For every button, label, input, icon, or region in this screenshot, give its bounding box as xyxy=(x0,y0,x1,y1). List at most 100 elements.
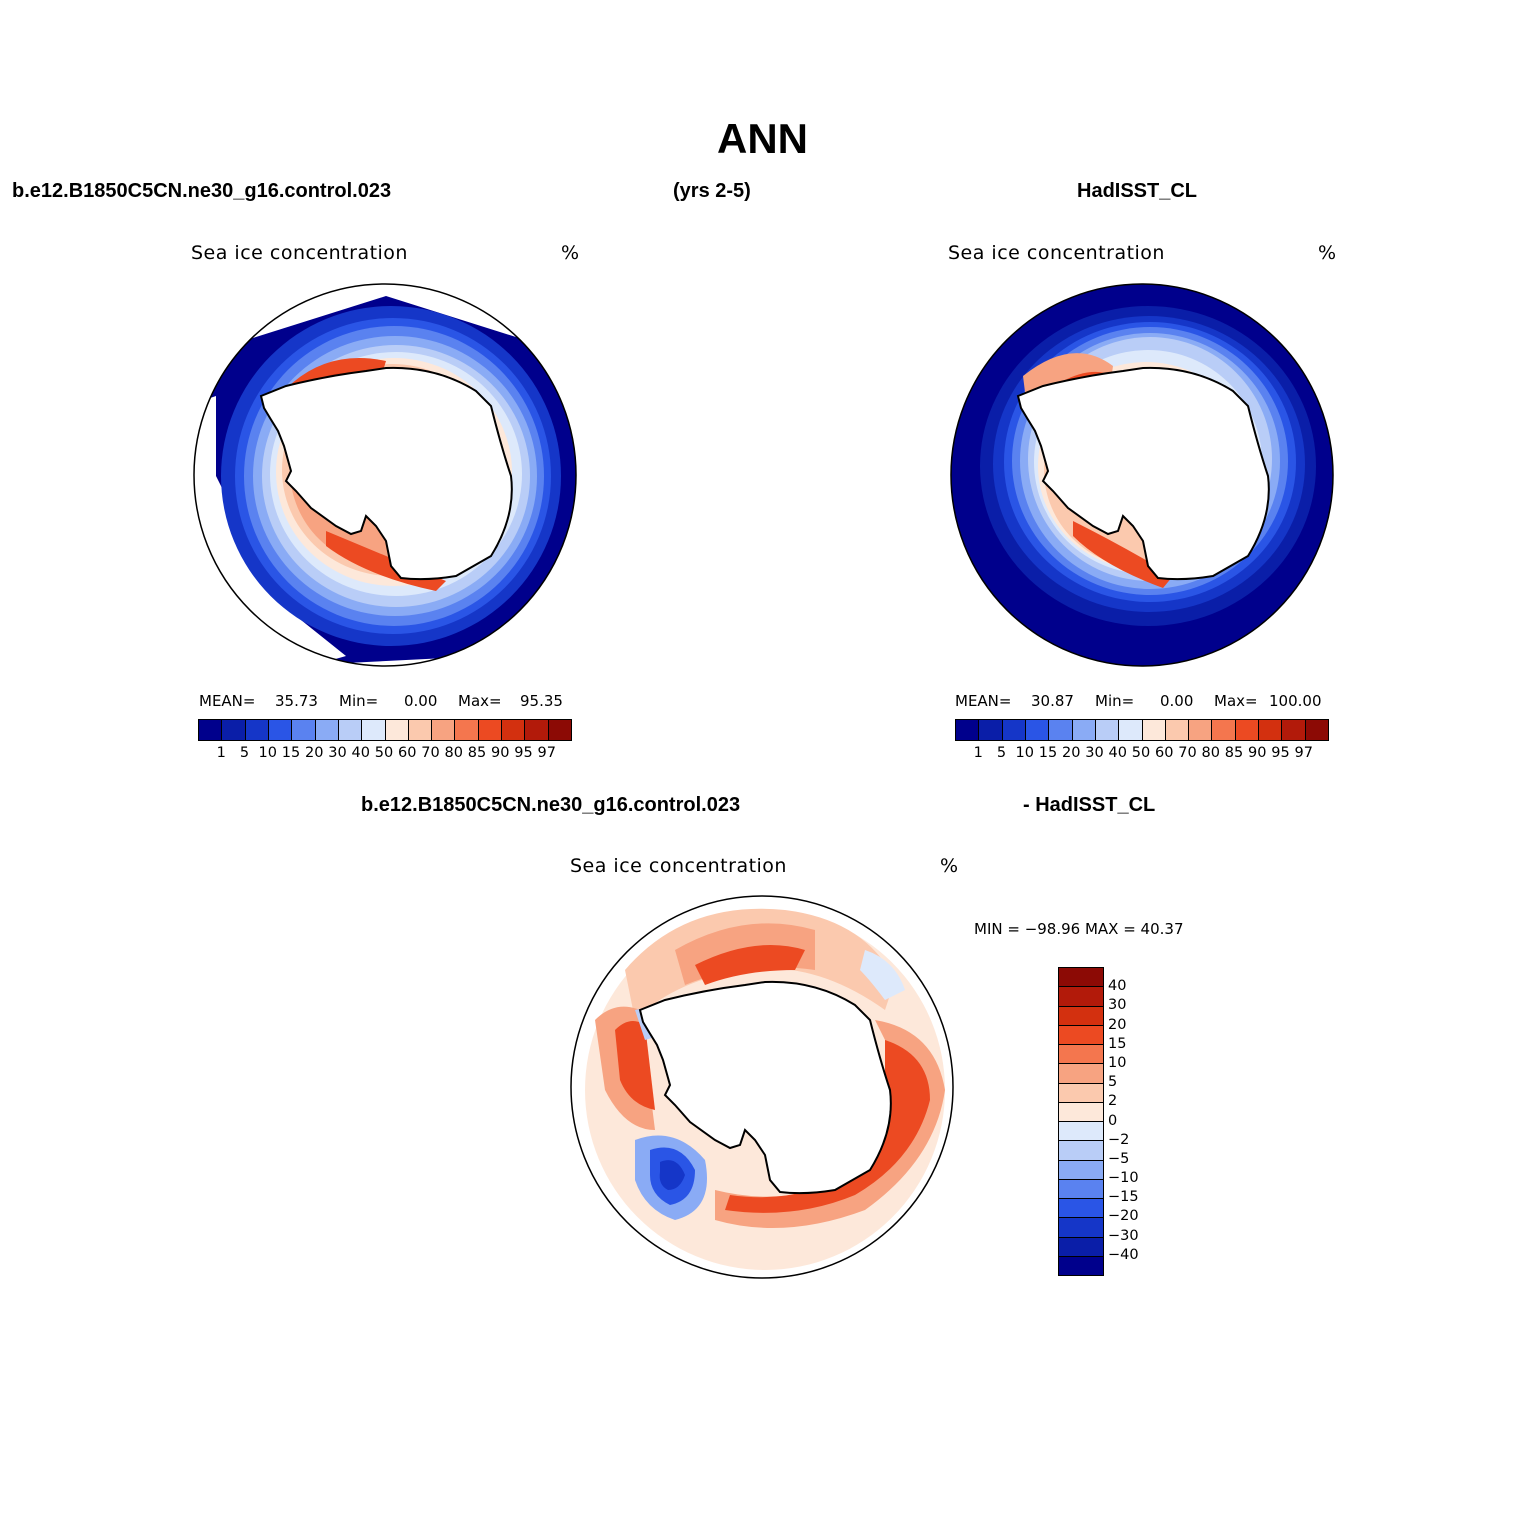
colorbar-tick-label: 10 xyxy=(1108,1054,1127,1071)
colorbar-swatch xyxy=(1024,720,1049,740)
colorbar-swatch xyxy=(407,720,432,740)
diff-header-right: - HadISST_CL xyxy=(1023,794,1156,816)
colorbar-swatch xyxy=(1258,720,1282,740)
colorbar-swatch xyxy=(1059,1121,1103,1141)
colorbar-tick-label: 0 xyxy=(1108,1112,1118,1129)
colorbar-swatch xyxy=(1234,720,1259,740)
colorbar-swatch xyxy=(1071,720,1095,740)
obs-mean-label: MEAN= xyxy=(955,692,1012,710)
colorbar-tick-label: 30 xyxy=(1108,997,1127,1014)
colorbar-tick-label: 85 xyxy=(467,745,487,761)
colorbar-tick-label: −20 xyxy=(1108,1208,1139,1225)
model-min-label: Min= xyxy=(339,692,379,710)
colorbar-tick-label: 60 xyxy=(398,745,417,761)
colorbar-tick-label: 15 xyxy=(281,745,301,761)
colorbar-tick-label: 70 xyxy=(1178,745,1197,761)
obs-max-label: Max= xyxy=(1214,692,1258,710)
colorbar-swatch xyxy=(1059,1217,1103,1237)
colorbar-tick-label: 5 xyxy=(1108,1074,1118,1091)
colorbar-tick-label: −40 xyxy=(1108,1246,1139,1263)
obs-panel-units: % xyxy=(1318,242,1337,264)
colorbar-swatch xyxy=(1188,720,1212,740)
colorbar-tick-label: 95 xyxy=(514,745,533,761)
colorbar-tick-label: 1 xyxy=(216,745,226,761)
diff-header-left: b.e12.B1850C5CN.ne30_g16.control.023 xyxy=(361,794,741,816)
colorbar-tick-label: 40 xyxy=(351,745,370,761)
figure-title: ANN xyxy=(717,115,808,162)
diff-antarctica-outline xyxy=(638,980,892,1195)
colorbar-tick-label: −5 xyxy=(1108,1150,1130,1167)
colorbar-swatch xyxy=(1059,1255,1103,1275)
colorbar-swatch xyxy=(337,720,362,740)
colorbar-tick-label: 15 xyxy=(1038,745,1058,761)
obs-max-value: 100.00 xyxy=(1269,692,1322,710)
colorbar-tick-label: 60 xyxy=(1155,745,1174,761)
model-mean-label: MEAN= xyxy=(199,692,256,710)
colorbar-swatch xyxy=(1059,1044,1103,1064)
colorbar-swatch xyxy=(1059,1178,1103,1198)
colorbar-swatch xyxy=(1048,720,1072,740)
colorbar-tick-label: 85 xyxy=(1224,745,1244,761)
colorbar-swatch xyxy=(1059,986,1103,1006)
obs-panel-title: Sea ice concentration xyxy=(948,242,1165,264)
colorbar-tick-label: 80 xyxy=(1201,745,1220,761)
colorbar-swatch xyxy=(1059,968,1103,987)
colorbar-swatch xyxy=(1118,720,1142,740)
diff-colorbar-labels: 40 30 20 15 10 5 2 0 −2 −5 −10 −15 −20 −30 −40 xyxy=(1108,967,1168,1274)
colorbar-tick-label: 5 xyxy=(996,745,1007,761)
model-colorbar xyxy=(198,719,572,741)
diff-polar-map xyxy=(570,895,954,1279)
colorbar-swatch xyxy=(1059,1063,1103,1083)
diff-panel-units: % xyxy=(940,855,959,877)
colorbar-tick-label: 20 xyxy=(1062,745,1081,761)
model-antarctica-outline xyxy=(259,366,513,581)
colorbar-swatch xyxy=(956,720,979,740)
colorbar-swatch xyxy=(524,720,548,740)
colorbar-tick-label: 50 xyxy=(1131,745,1151,761)
model-polar-map xyxy=(193,283,577,667)
model-panel-title: Sea ice concentration xyxy=(191,242,408,264)
colorbar-tick-label: 97 xyxy=(537,745,556,761)
colorbar-swatch xyxy=(361,720,385,740)
colorbar-swatch xyxy=(454,720,478,740)
colorbar-swatch xyxy=(1059,1159,1103,1179)
colorbar-tick-label: 40 xyxy=(1108,978,1127,995)
colorbar-tick-label: 10 xyxy=(1015,745,1034,761)
colorbar-swatch xyxy=(1094,720,1119,740)
obs-polar-map xyxy=(950,283,1334,667)
colorbar-swatch xyxy=(1059,1101,1103,1121)
colorbar-tick-label: 95 xyxy=(1271,745,1290,761)
colorbar-swatch xyxy=(1059,1140,1103,1160)
colorbar-tick-label: 30 xyxy=(328,745,347,761)
colorbar-swatch xyxy=(267,720,292,740)
diff-minmax-text: MIN = −98.96 MAX = 40.37 xyxy=(974,920,1184,938)
colorbar-tick-label: 97 xyxy=(1294,745,1313,761)
model-colorbar-labels: 1 5 10 15 20 30 40 50 60 70 80 85 90 95 97 xyxy=(198,745,570,763)
colorbar-swatch xyxy=(1164,720,1189,740)
model-max-value: 95.35 xyxy=(520,692,563,710)
obs-min-label: Min= xyxy=(1095,692,1135,710)
model-panel-units: % xyxy=(561,242,580,264)
colorbar-swatch xyxy=(291,720,315,740)
obs-colorbar-labels: 1 5 10 15 20 30 40 50 60 70 80 85 90 95 97 xyxy=(955,745,1327,763)
colorbar-swatch xyxy=(1059,1005,1103,1025)
colorbar-swatch xyxy=(221,720,245,740)
obs-mean-value: 30.87 xyxy=(1031,692,1074,710)
header-left: b.e12.B1850C5CN.ne30_g16.control.023 xyxy=(12,180,392,202)
colorbar-tick-label: 80 xyxy=(444,745,463,761)
model-min-value: 0.00 xyxy=(404,692,438,710)
colorbar-tick-label: 30 xyxy=(1085,745,1104,761)
colorbar-tick-label: 1 xyxy=(973,745,983,761)
model-max-label: Max= xyxy=(458,692,502,710)
colorbar-tick-label: −30 xyxy=(1108,1227,1139,1244)
header-right: HadISST_CL xyxy=(1077,180,1198,202)
colorbar-swatch xyxy=(1059,1082,1103,1102)
colorbar-swatch xyxy=(501,720,525,740)
colorbar-tick-label: 90 xyxy=(1248,745,1267,761)
header-center: (yrs 2-5) xyxy=(673,180,751,202)
colorbar-tick-label: 20 xyxy=(1108,1016,1127,1033)
colorbar-swatch xyxy=(1059,1236,1103,1256)
obs-antarctica-outline xyxy=(1016,366,1270,581)
colorbar-swatch xyxy=(978,720,1002,740)
colorbar-swatch xyxy=(1281,720,1305,740)
